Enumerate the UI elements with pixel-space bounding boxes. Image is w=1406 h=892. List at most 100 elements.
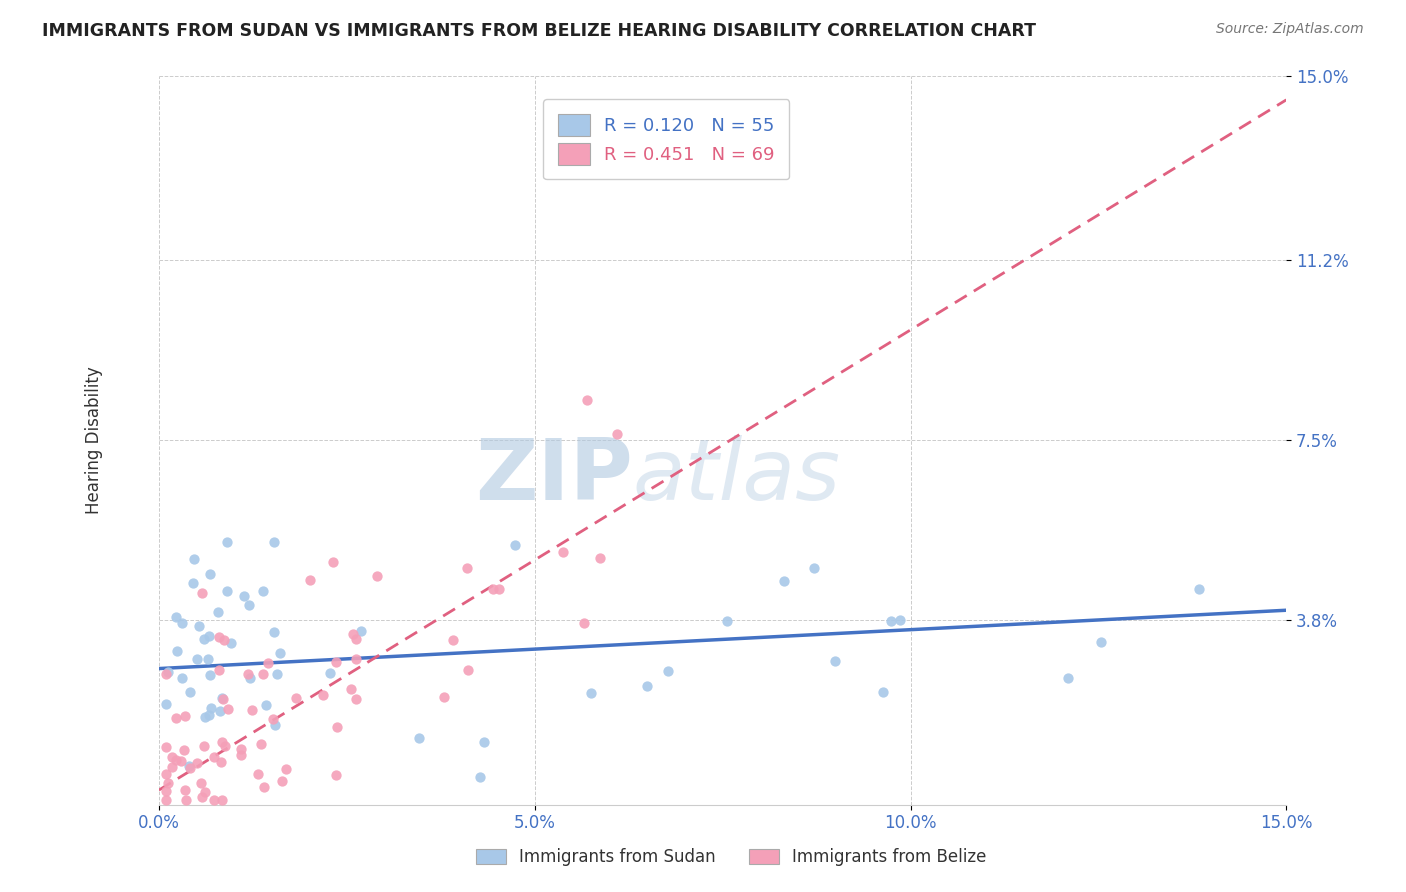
Point (207, 630, 229, 644)
Point (208, 663, 231, 677)
Point (657, 664, 679, 678)
Point (229, 742, 252, 756)
Point (872, 685, 894, 699)
Point (249, 737, 271, 751)
Point (1056, 672, 1078, 686)
Point (179, 684, 201, 698)
Point (217, 535, 239, 549)
Point (889, 613, 911, 627)
Point (271, 773, 294, 788)
Point (256, 657, 278, 671)
Point (166, 644, 188, 658)
Point (155, 784, 177, 798)
Point (197, 651, 219, 665)
Point (239, 671, 262, 685)
Point (200, 701, 222, 715)
Point (238, 667, 260, 681)
Point (212, 691, 235, 706)
Point (155, 697, 177, 711)
Point (572, 615, 595, 630)
Point (173, 743, 195, 757)
Point (716, 614, 738, 628)
Point (217, 701, 239, 715)
Point (174, 783, 197, 797)
Point (263, 534, 285, 549)
Point (207, 605, 229, 619)
Y-axis label: Hearing Disability: Hearing Disability (86, 367, 103, 514)
Point (274, 762, 297, 776)
Point (156, 665, 179, 679)
Point (318, 666, 340, 681)
Point (772, 574, 794, 589)
Point (214, 739, 236, 754)
Point (198, 629, 221, 643)
Point (482, 582, 505, 596)
Point (170, 754, 193, 768)
Point (165, 753, 187, 767)
Point (198, 707, 221, 722)
Point (344, 652, 367, 666)
Point (326, 719, 349, 733)
Point (1188, 582, 1211, 597)
Point (198, 668, 221, 682)
Point (824, 654, 846, 668)
Point (240, 704, 263, 718)
Point (366, 569, 388, 583)
Point (880, 614, 903, 628)
Point (263, 625, 285, 640)
Point (155, 793, 177, 807)
Point (229, 747, 252, 762)
Point (211, 793, 233, 807)
Point (219, 636, 242, 650)
Point (408, 731, 430, 746)
Point (344, 632, 367, 646)
Point (269, 646, 291, 660)
Point (188, 619, 211, 633)
Point (181, 575, 204, 590)
Point (252, 583, 274, 598)
Point (190, 776, 212, 790)
Point (253, 780, 276, 794)
Point (176, 793, 198, 807)
Point (266, 667, 288, 681)
Point (553, 545, 575, 559)
Legend: R = 0.120   N = 55, R = 0.451   N = 69: R = 0.120 N = 55, R = 0.451 N = 69 (543, 99, 789, 179)
Point (344, 692, 367, 706)
Point (264, 718, 287, 732)
Point (194, 710, 217, 724)
Point (173, 709, 195, 723)
Point (468, 770, 491, 784)
Text: ZIP: ZIP (475, 435, 633, 518)
Text: Source: ZipAtlas.com: Source: ZipAtlas.com (1216, 22, 1364, 37)
Point (581, 686, 603, 700)
Point (217, 584, 239, 599)
Point (165, 610, 187, 624)
Point (252, 667, 274, 681)
Point (198, 566, 221, 581)
Point (172, 671, 194, 685)
Point (488, 582, 510, 596)
Point (1090, 635, 1112, 649)
Point (162, 750, 184, 764)
Point (342, 627, 364, 641)
Point (211, 690, 233, 705)
Point (186, 756, 208, 770)
Point (179, 759, 201, 773)
Point (325, 655, 347, 669)
Point (456, 561, 478, 575)
Legend: Immigrants from Sudan, Immigrants from Belize: Immigrants from Sudan, Immigrants from B… (467, 840, 995, 875)
Point (202, 793, 225, 807)
Point (193, 632, 215, 646)
Point (202, 749, 225, 764)
Point (191, 790, 214, 805)
Point (350, 624, 373, 639)
Point (211, 735, 233, 749)
Point (339, 681, 361, 696)
Point (155, 667, 177, 681)
Point (209, 755, 232, 769)
Point (212, 633, 235, 648)
Point (503, 538, 526, 552)
Point (457, 663, 479, 677)
Point (233, 590, 256, 604)
Point (298, 574, 321, 588)
